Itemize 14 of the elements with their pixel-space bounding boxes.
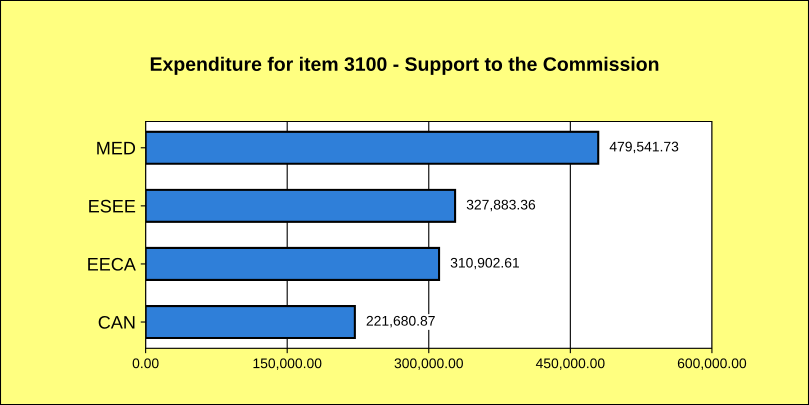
y-tick-label: MED (97, 142, 136, 154)
data-label: 310,902.61 (450, 258, 520, 270)
y-tick-label: ESEE (89, 200, 136, 213)
data-label: 479,541.73 (610, 142, 678, 154)
chart-title: Expenditure for item 3100 - Support to the Commission (150, 56, 658, 75)
x-tick-label: 0.00 (132, 358, 159, 368)
x-tick-label: 600,000.00 (678, 358, 746, 370)
x-tick-label: 300,000.00 (394, 358, 463, 370)
y-tick-label: EECA (88, 258, 136, 271)
y-tick-label: CAN (98, 316, 134, 329)
data-label: 327,883.36 (466, 200, 536, 212)
x-tick-label: 450,000.00 (536, 358, 605, 370)
data-label: 221,680.87 (366, 316, 435, 328)
x-tick-label: 150,000.00 (254, 358, 322, 370)
